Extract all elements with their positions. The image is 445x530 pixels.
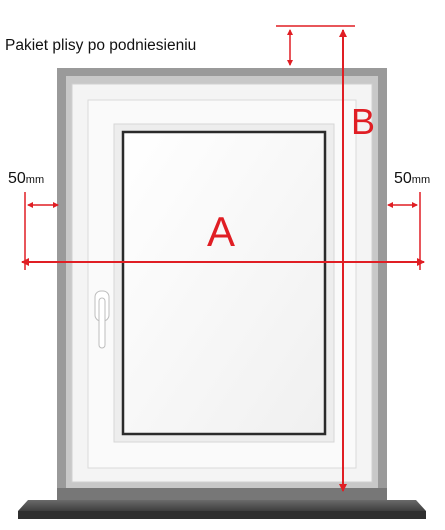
dimension-a-label: A [207, 208, 235, 255]
sill-top [57, 488, 387, 500]
right-margin-label: 50mm [394, 170, 430, 187]
dimension-b-label: B [351, 101, 375, 142]
left-margin-label: 50mm [8, 170, 44, 187]
glass-pane [121, 130, 327, 436]
package-caption: Pakiet plisy po podniesieniu [5, 37, 196, 54]
window-handle-icon [94, 290, 110, 349]
right-margin-value: 50 [394, 170, 412, 187]
window-sill [18, 500, 426, 511]
right-margin-unit: mm [412, 174, 430, 186]
sill-edge [18, 511, 426, 519]
left-margin-value: 50 [8, 170, 26, 187]
left-margin-unit: mm [26, 174, 44, 186]
